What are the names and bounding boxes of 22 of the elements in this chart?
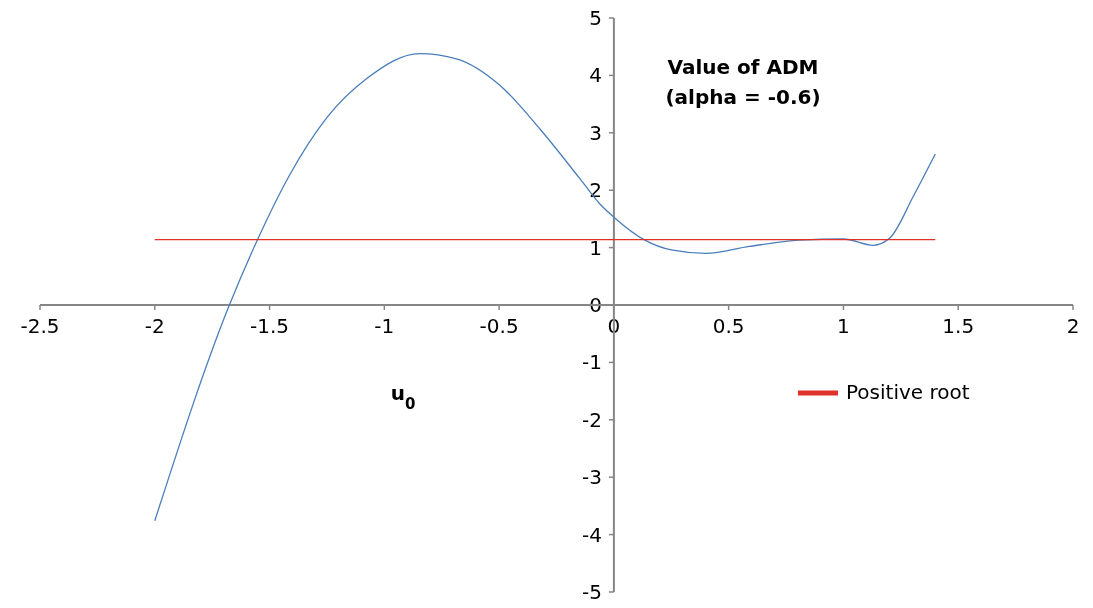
y-tick-label: -5 — [581, 580, 602, 604]
y-tick-label: 2 — [589, 178, 602, 203]
y-tick-label: 3 — [589, 120, 602, 145]
y-tick-label: -4 — [581, 522, 602, 547]
y-tick-label: 5 — [589, 6, 602, 30]
y-tick-label: 1 — [589, 235, 602, 260]
y-tick-label: -1 — [581, 350, 602, 375]
y-tick-label: -2 — [581, 407, 602, 432]
x-axis-title: u$_{0}$ — [390, 381, 416, 413]
x-tick-label: -2 — [144, 314, 165, 338]
y-tick-label: -3 — [581, 465, 602, 490]
x-tick-label: 1.5 — [942, 314, 975, 338]
y-axis-title: Value of ADM (alpha = -0.6) — [665, 55, 821, 109]
x-tick-label: 1 — [837, 314, 850, 338]
x-tick-label: 0.5 — [712, 314, 745, 338]
x-tick-label: -1.5 — [250, 314, 290, 338]
x-tick-label: 2 — [1066, 314, 1080, 338]
legend-label: Positive root — [846, 379, 970, 404]
x-tick-label: -1 — [374, 314, 395, 338]
y-tick-label: 4 — [589, 63, 602, 88]
x-tick-label: -2.5 — [20, 314, 60, 338]
x-tick-label: -0.5 — [479, 314, 519, 338]
